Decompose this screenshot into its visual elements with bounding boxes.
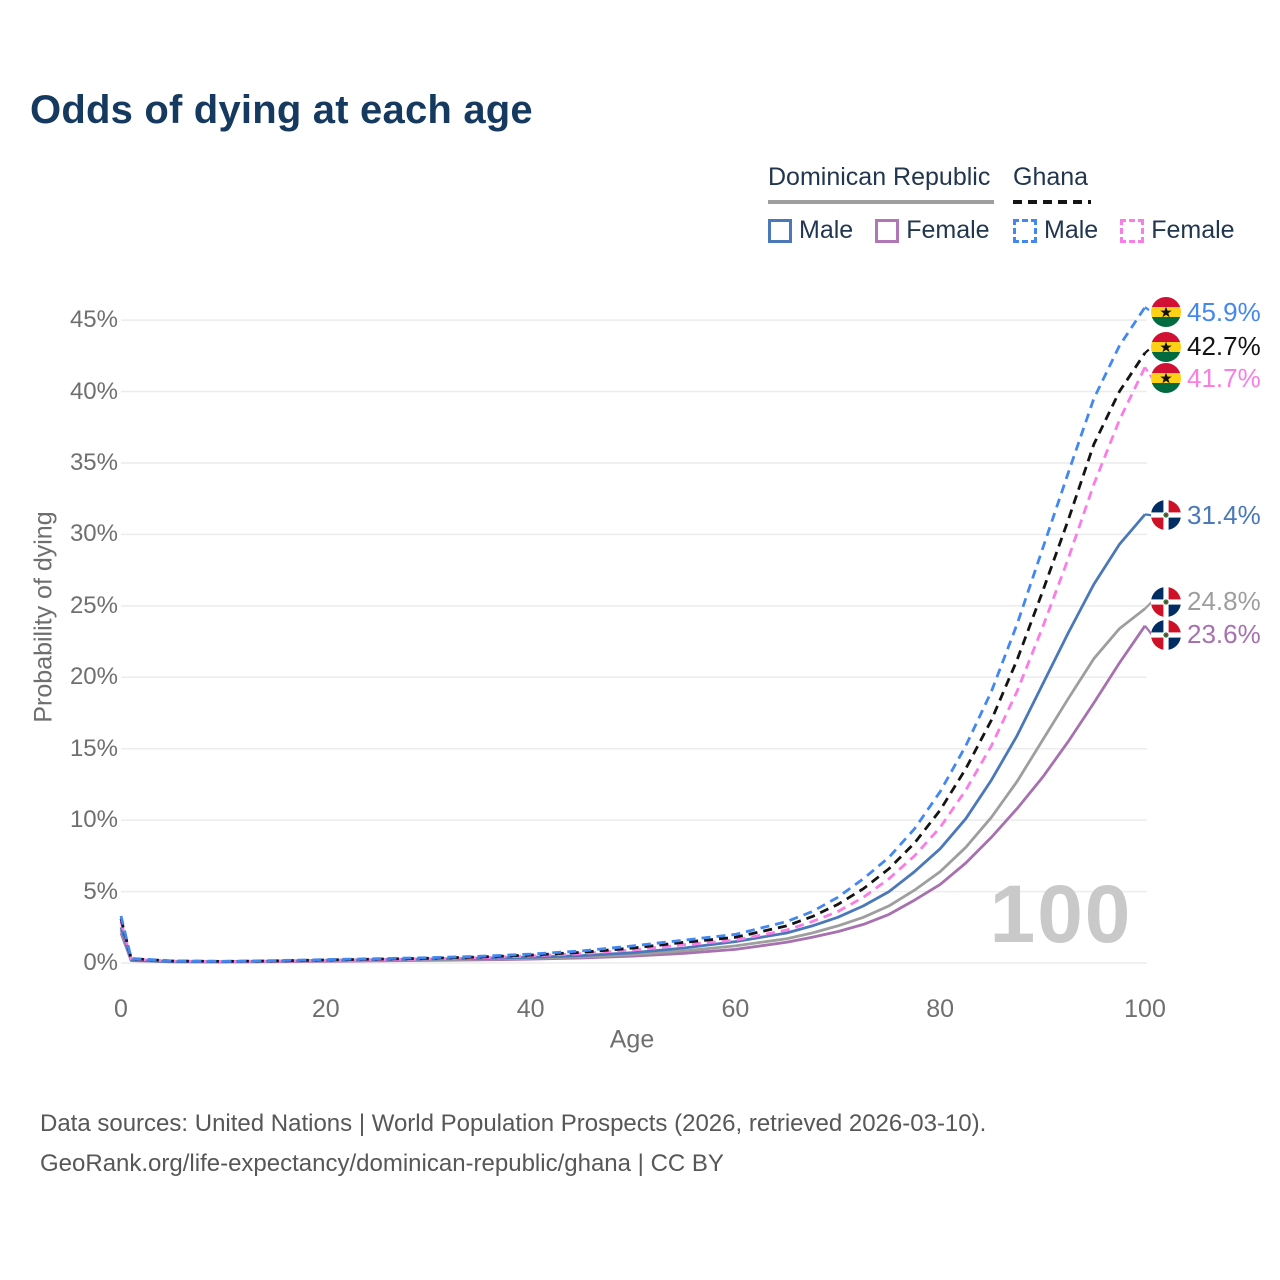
footer-attribution: GeoRank.org/life-expectancy/dominican-re… [40,1150,724,1177]
x-tick-0: 0 [114,995,128,1023]
series-line-ghana-both-sexes[interactable] [119,352,1147,963]
series-line-ghana-male[interactable] [119,306,1147,963]
y-tick-30%: 30% [69,520,118,548]
end-value-dominican-republic-female: 23.6% [1187,619,1261,650]
legend-group-ghana: Ghana Male Female [1013,163,1235,245]
end-label-ghana-female: 41.7% [1151,362,1261,394]
end-label-dominican-republic-male: 31.4% [1151,499,1261,531]
ghana-flag-icon [1151,297,1181,328]
end-label-ghana-male: 45.9% [1151,296,1261,328]
x-axis-title: Age [609,1025,655,1054]
legend-country-ghana[interactable]: Ghana [1013,163,1089,191]
y-tick-40%: 40% [69,377,118,405]
end-value-dominican-republic-both-sexes: 24.8% [1187,586,1261,617]
y-tick-0%: 0% [83,949,118,976]
legend-line-swatch-dominican-republic [768,200,994,204]
end-label-dominican-republic-female: 23.6% [1151,619,1261,651]
x-tick-60: 60 [721,995,750,1023]
series-line-ghana-female[interactable] [119,366,1147,963]
y-axis-title: Probability of dying [29,511,58,723]
series-line-dominican-republic-male[interactable] [119,513,1147,964]
ghana-female-label: Female [1151,216,1235,244]
legend-item-dr-male[interactable]: Male [768,216,853,245]
dr-female-label: Female [906,216,990,244]
ghana-flag-icon [1151,331,1181,362]
dr-female-swatch [875,218,900,243]
y-tick-10%: 10% [69,806,118,834]
dominican-republic-flag-icon [1151,619,1181,650]
dominican-republic-flag-icon [1151,586,1181,617]
x-tick-40: 40 [516,995,545,1023]
ghana-female-swatch [1120,218,1145,243]
footer-data-sources: Data sources: United Nations | World Pop… [40,1110,987,1137]
dr-male-swatch [768,218,792,243]
dr-male-label: Male [799,216,854,244]
legend-item-dr-female[interactable]: Female [875,216,990,245]
y-tick-45%: 45% [69,306,118,334]
footer: Data sources: United Nations | World Pop… [40,1104,986,1184]
ghana-male-swatch [1013,218,1037,243]
legend-group-dominican-republic: Dominican Republic Male Female [768,163,994,245]
end-value-dominican-republic-male: 31.4% [1187,499,1261,530]
y-tick-15%: 15% [69,734,118,762]
end-value-ghana-both-sexes: 42.7% [1187,331,1261,362]
watermark-age-100: 100 [989,869,1133,960]
ghana-male-label: Male [1044,216,1099,244]
end-label-ghana-both-sexes: 42.7% [1151,331,1261,363]
x-tick-100: 100 [1124,995,1166,1023]
dominican-republic-flag-icon [1151,500,1181,531]
end-label-dominican-republic-both-sexes: 24.8% [1151,586,1261,618]
y-tick-5%: 5% [83,877,118,905]
y-tick-25%: 25% [69,591,118,619]
series-line-dominican-republic-both-sexes[interactable] [119,607,1146,964]
legend-country-dominican-republic[interactable]: Dominican Republic [768,163,991,191]
y-tick-35%: 35% [69,448,118,476]
series-line-dominican-republic-female[interactable] [119,625,1147,964]
legend-item-ghana-male[interactable]: Male [1013,216,1098,245]
end-value-ghana-male: 45.9% [1187,296,1261,327]
ghana-flag-icon [1151,363,1181,394]
x-tick-20: 20 [311,995,340,1023]
y-tick-20%: 20% [69,663,118,691]
legend-line-swatch-ghana [1013,200,1091,204]
end-value-ghana-female: 41.7% [1187,362,1261,393]
x-tick-80: 80 [926,995,955,1023]
page-title: Odds of dying at each age [30,88,533,132]
legend-item-ghana-female[interactable]: Female [1120,216,1235,245]
